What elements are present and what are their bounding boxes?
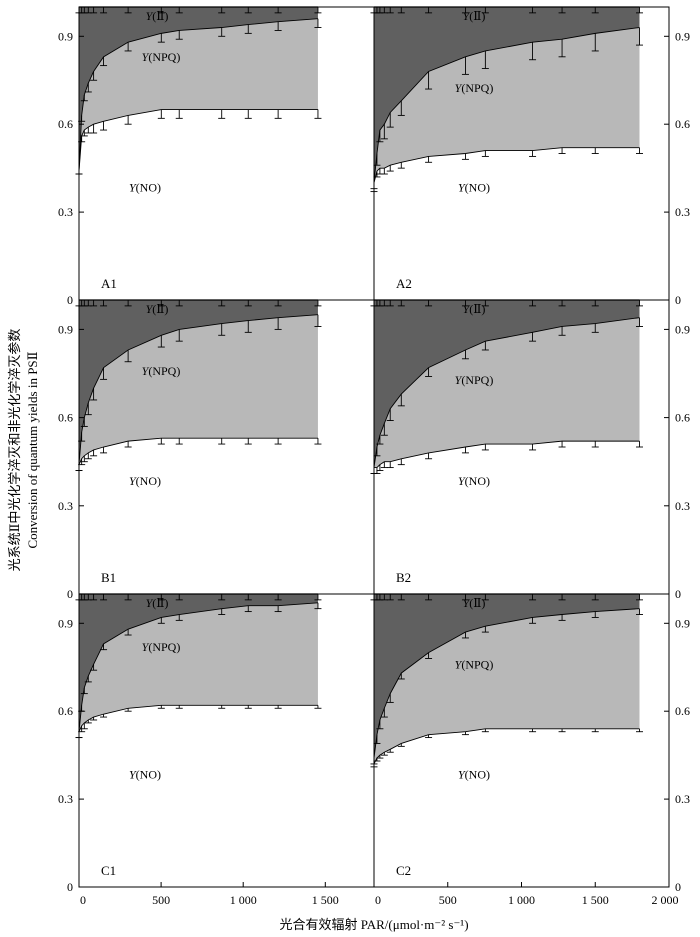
y-tick-label: 0 [675, 293, 681, 307]
y-tick-label: 0.9 [58, 322, 73, 336]
y-tick-label: 0.3 [675, 205, 690, 219]
x-tick-label: 2 000 [652, 893, 679, 907]
region-y-psii [79, 594, 318, 732]
y-tick-label: 0 [675, 587, 681, 601]
y-tick-label: 0.6 [58, 704, 73, 718]
region-y-npq [374, 27, 640, 183]
y-tick-label: 0.9 [58, 616, 73, 630]
x-tick-label: 1 000 [230, 893, 257, 907]
x-tick-label: 0 [80, 893, 86, 907]
y-tick-label: 0.6 [675, 411, 690, 425]
lower-boundary-line [78, 109, 318, 172]
panel-label: A1 [101, 276, 117, 291]
x-tick-label: 1 000 [508, 893, 535, 907]
panel-label: A2 [396, 276, 412, 291]
y-tick-label: 0.6 [675, 117, 690, 131]
y-tick-label: 0.3 [58, 205, 73, 219]
label-y-psii: Y(Ⅱ) [146, 302, 169, 316]
label-y-no: Y(NO) [129, 768, 161, 782]
panel-b2: 0 0.3 0.6 0.9 Y(Ⅱ) Y(NPQ) Y(NO) B2 [370, 299, 690, 601]
panel-label: C1 [101, 863, 116, 878]
label-y-psii: Y(Ⅱ) [463, 302, 486, 316]
y-axis-label-chinese: 光系统Ⅱ中光化学淬灭和非光化学淬灭参数 [7, 329, 22, 572]
region-y-npq [374, 317, 640, 468]
x-tick-label: 1 500 [312, 893, 339, 907]
region-y-psii [374, 594, 640, 759]
y-tick-label: 0.3 [58, 792, 73, 806]
y-tick-label: 0 [67, 293, 73, 307]
y-tick-label: 0 [67, 880, 73, 894]
label-y-psii: Y(Ⅱ) [146, 596, 169, 610]
y-tick-label: 0.6 [58, 117, 73, 131]
x-axis-label: 光合有效辐射 PAR/(μmol·m⁻² s⁻¹) [279, 917, 468, 932]
label-y-npq: Y(NPQ) [142, 364, 181, 378]
label-y-psii: Y(Ⅱ) [146, 9, 169, 23]
x-tick-label: 0 [375, 893, 381, 907]
region-y-psii [374, 300, 640, 468]
y-tick-label: 0.3 [58, 499, 73, 513]
y-tick-label: 0.9 [675, 29, 690, 43]
label-y-no: Y(NO) [458, 181, 490, 195]
x-tick-label: 500 [439, 893, 457, 907]
panel-label: B1 [101, 570, 116, 585]
panel-a2: 0 0.3 0.6 0.9 Y(Ⅱ) Y(NPQ) Y(NO) A2 [370, 6, 690, 307]
label-y-npq: Y(NPQ) [455, 81, 494, 95]
y-tick-label: 0 [675, 880, 681, 894]
y-tick-label: 0.9 [675, 616, 690, 630]
y-tick-label: 0.3 [675, 792, 690, 806]
region-y-npq [79, 18, 318, 172]
panel-a1: 0 0.3 0.6 0.9 Y(Ⅱ) Y(NPQ) Y(NO) A1 [58, 6, 375, 307]
y-tick-label: 0.9 [675, 322, 690, 336]
label-y-npq: Y(NPQ) [455, 373, 494, 387]
panel-label: C2 [396, 863, 411, 878]
x-tick-label: 1 500 [582, 893, 609, 907]
y-tick-label: 0.3 [675, 499, 690, 513]
panel-c2: 0 0.3 0.6 0.9 Y(Ⅱ) Y(NPQ) Y(NO) C2 [370, 593, 690, 894]
label-y-no: Y(NO) [129, 181, 161, 195]
label-y-npq: Y(NPQ) [142, 640, 181, 654]
region-y-psii [79, 7, 318, 172]
region-y-npq [374, 608, 640, 764]
y-axis-label-english: Conversion of quantum yields in PSⅡ [25, 351, 40, 548]
region-y-psii [374, 7, 640, 183]
label-y-npq: Y(NPQ) [455, 658, 494, 672]
y-tick-label: 0 [67, 587, 73, 601]
y-tick-label: 0.9 [58, 29, 73, 43]
panel-c1: 0 0.3 0.6 0.9 Y(Ⅱ) Y(NPQ) Y(NO) C1 [58, 593, 375, 894]
region-y-npq [79, 602, 318, 732]
label-y-no: Y(NO) [458, 474, 490, 488]
label-y-no: Y(NO) [129, 474, 161, 488]
x-tick-label: 500 [152, 893, 170, 907]
label-y-no: Y(NO) [458, 768, 490, 782]
region-y-npq [79, 314, 318, 465]
y-tick-label: 0.6 [58, 411, 73, 425]
panels-group: 0 0.3 0.6 0.9 Y(Ⅱ) Y(NPQ) Y(NO) A1 0 0.3 0.6 0.9 Y(Ⅱ… [58, 6, 690, 907]
region-y-psii [79, 300, 318, 465]
y-tick-label: 0.6 [675, 704, 690, 718]
label-y-psii: Y(Ⅱ) [463, 9, 486, 23]
panel-label: B2 [396, 570, 411, 585]
x-axis: 0 500 1 000 1 500 0 500 1 000 1 500 2 000 [78, 882, 679, 907]
panel-b1: 0 0.3 0.6 0.9 Y(Ⅱ) Y(NPQ) Y(NO) B1 [58, 299, 375, 601]
label-y-psii: Y(Ⅱ) [463, 596, 486, 610]
label-y-npq: Y(NPQ) [142, 50, 181, 64]
